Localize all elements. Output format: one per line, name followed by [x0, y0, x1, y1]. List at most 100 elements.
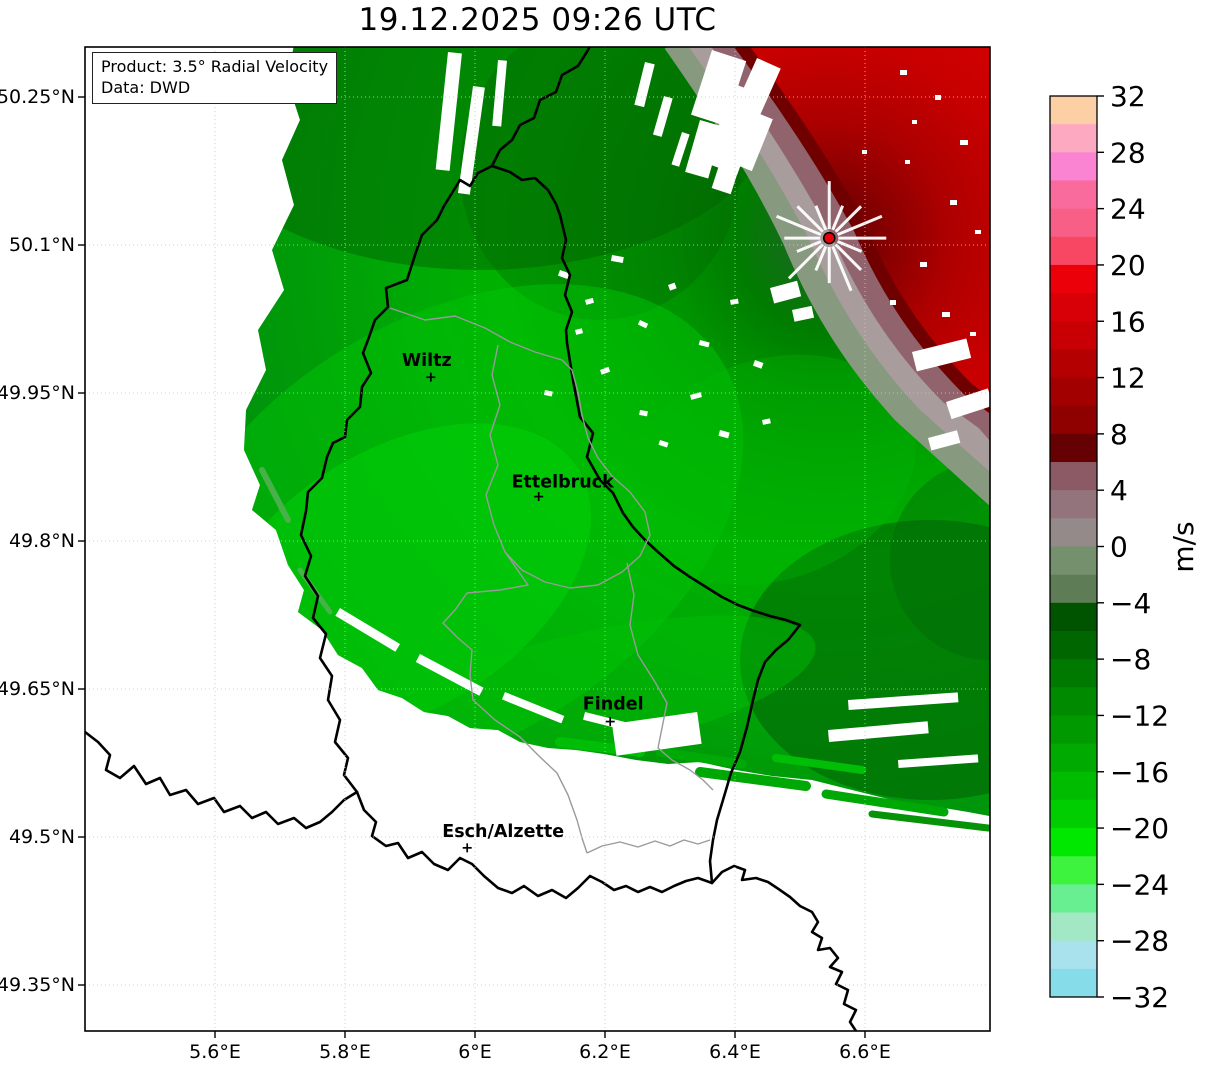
no-echo-notch: [612, 712, 702, 756]
colorbar-tick-label: 12: [1110, 362, 1146, 395]
x-tick-label: 6°E: [458, 1041, 492, 1063]
no-echo-patch: [950, 200, 957, 205]
bright-green-south-of-radar: [624, 354, 916, 586]
colorbar-tick-label: 28: [1110, 136, 1146, 169]
colorbar-tick-label: 16: [1110, 305, 1146, 338]
y-tick-label: 49.65°N: [0, 678, 75, 700]
no-echo-patch: [457, 86, 485, 195]
red-receding-sector: [745, 47, 990, 405]
no-echo-patch: [502, 692, 565, 724]
product-info-box: Product: 3.5° Radial Velocity Data: DWD: [92, 52, 338, 105]
no-echo-patch: [658, 439, 669, 448]
no-echo-patch: [557, 269, 570, 280]
y-tick-label: 49.8°N: [9, 530, 75, 552]
radar-spoke: [834, 243, 863, 271]
x-tick-label: 5.6°E: [189, 1041, 241, 1063]
city: Ettelbruck: [512, 473, 614, 502]
colorbar-tick-label: −12: [1110, 699, 1169, 732]
no-echo-patch: [671, 131, 690, 167]
radar-spoke: [836, 214, 883, 237]
city: Wiltz: [402, 351, 452, 382]
no-echo-patch: [637, 319, 649, 329]
no-echo-patch: [543, 390, 553, 397]
no-echo-patch: [718, 429, 730, 439]
no-echo-patch: [905, 160, 910, 164]
france-belgium-border: [85, 730, 359, 830]
no-echo-patch: [600, 366, 611, 375]
no-echo-patch: [890, 300, 896, 305]
no-echo-patch: [762, 418, 771, 425]
colorbar-cell: [1050, 659, 1097, 688]
colorbar-tick-label: −28: [1110, 925, 1169, 958]
y-tick-label: 50.1°N: [9, 234, 75, 256]
colorbar-cell: [1050, 715, 1097, 745]
colorbar-cell: [1050, 321, 1097, 350]
no-echo-patch: [975, 230, 981, 234]
x-tick-label: 6.6°E: [839, 1041, 891, 1063]
france-germany-border: [710, 864, 858, 1031]
city-label: Esch/Alzette: [442, 822, 564, 842]
colorbar-tick-label: −24: [1110, 868, 1169, 901]
colorbar-cell: [1050, 574, 1097, 604]
y-axis: 50.25°N 50.1°N 49.95°N 49.8°N 49.65°N 49.5°N 4…: [0, 86, 85, 996]
city-label: Wiltz: [402, 351, 452, 371]
colorbar-cell: [1050, 433, 1097, 463]
no-echo-patch: [575, 328, 584, 335]
radar-spoke: [787, 243, 824, 280]
no-echo-patch: [900, 70, 907, 75]
gridlines: [85, 47, 990, 1031]
no-echo-patch: [898, 754, 979, 768]
colorbar-cell: [1050, 96, 1097, 125]
radar-spoke: [796, 205, 824, 233]
product-label: Product: 3.5° Radial Velocity: [101, 57, 329, 76]
colorbar-cell: [1050, 124, 1097, 153]
colorbar-cell: [1050, 546, 1097, 576]
colorbar-unit-label: m/s: [1167, 521, 1200, 572]
data-source-label: Data: DWD: [101, 78, 191, 98]
no-echo-patch: [730, 298, 739, 305]
y-tick-label: 49.95°N: [0, 382, 75, 404]
no-echo-patch: [435, 51, 462, 171]
radar-spoke: [776, 214, 822, 237]
no-echo-patch: [610, 254, 624, 263]
no-echo-patch: [492, 59, 507, 127]
no-echo-patch: [639, 410, 648, 417]
radar-spoke: [796, 240, 822, 253]
no-echo-patch: [415, 654, 484, 696]
no-echo-patch: [960, 140, 968, 145]
no-echo-patch: [724, 108, 773, 172]
no-echo-patch: [685, 120, 724, 179]
colorbar-cell: [1050, 152, 1097, 181]
y-tick-label: 49.5°N: [9, 826, 75, 848]
radar-beam-spokes: [776, 181, 887, 292]
colorbar-cell: [1050, 180, 1097, 210]
district-borders: [389, 307, 714, 854]
colorbar-cell: [1050, 377, 1097, 407]
colorbar-cell: [1050, 687, 1097, 716]
no-echo-patch: [668, 282, 677, 291]
no-echo-patch: [698, 340, 710, 348]
colorbar-cell: [1050, 912, 1097, 942]
colorbar-cell: [1050, 856, 1097, 885]
x-axis: 5.6°E 5.8°E 6°E 6.2°E 6.4°E 6.6°E: [189, 1031, 891, 1063]
country-borders: [85, 47, 858, 1031]
colorbar-tick-label: 0: [1110, 531, 1128, 564]
colorbar-cell: [1050, 799, 1097, 829]
colorbar-cell: [1050, 630, 1097, 660]
colorbar-cell: [1050, 208, 1097, 238]
belgium-germany-border: [490, 47, 591, 168]
no-echo-patch: [928, 430, 961, 451]
no-echo-patch: [848, 692, 959, 710]
radar-velocity-field: [244, 47, 990, 832]
no-echo-patch: [752, 359, 764, 369]
dark-green-east: [890, 460, 990, 660]
colorbar-cell: [1050, 349, 1097, 379]
no-echo-patch: [792, 305, 815, 322]
no-echo-patch: [942, 312, 950, 317]
no-echo-patch: [970, 332, 976, 336]
no-echo-patch: [689, 392, 702, 400]
colorbar-cell: [1050, 743, 1097, 773]
colorbar-tick-label: 32: [1110, 80, 1146, 113]
x-tick-label: 6.2°E: [579, 1041, 631, 1063]
city-labels: Wiltz Ettelbruck Findel Esch/Alzette: [402, 351, 644, 853]
